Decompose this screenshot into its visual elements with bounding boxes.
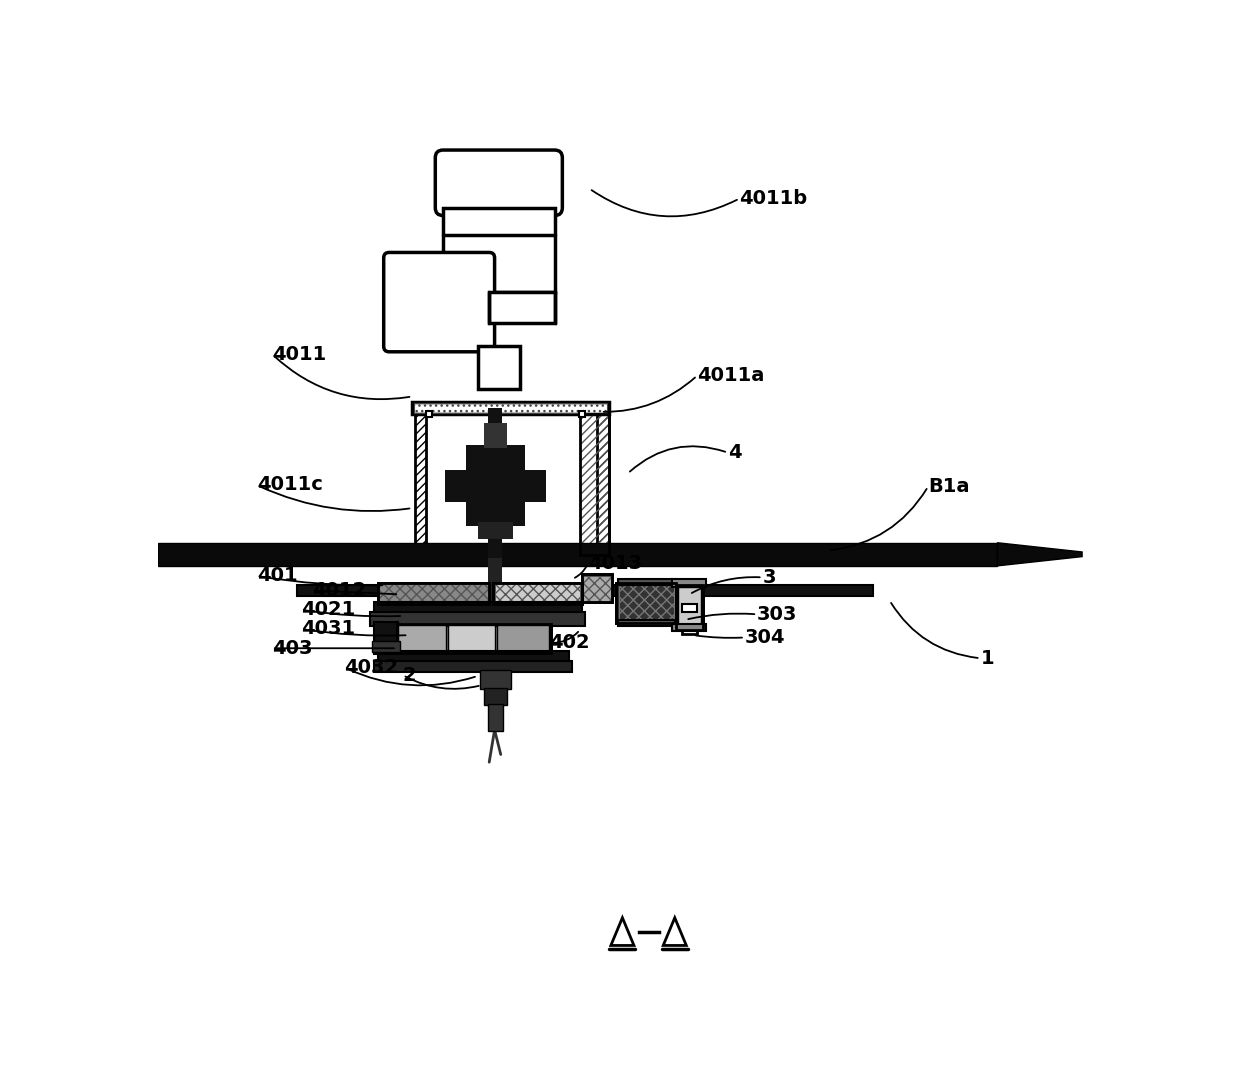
Bar <box>616 583 676 622</box>
Text: 3: 3 <box>763 568 776 586</box>
Bar <box>480 669 511 689</box>
Bar <box>580 414 609 555</box>
Bar <box>579 411 585 417</box>
Bar <box>484 423 507 448</box>
Bar <box>672 623 707 631</box>
Text: 4011: 4011 <box>272 344 326 364</box>
Text: 4011a: 4011a <box>697 366 765 385</box>
Bar <box>427 411 433 417</box>
Bar <box>490 292 554 324</box>
Bar <box>377 583 490 604</box>
Bar <box>159 543 997 566</box>
FancyBboxPatch shape <box>383 253 495 352</box>
Text: 4031: 4031 <box>301 619 356 639</box>
Text: 4011c: 4011c <box>257 475 322 495</box>
Text: 1: 1 <box>981 649 994 668</box>
Bar <box>296 585 379 596</box>
Bar <box>616 583 676 622</box>
Bar <box>672 579 707 586</box>
Bar <box>427 414 596 555</box>
Text: 403: 403 <box>272 639 312 657</box>
Text: 2: 2 <box>403 666 417 685</box>
Bar <box>448 626 495 652</box>
Text: 4: 4 <box>728 444 742 462</box>
Bar <box>495 584 580 603</box>
Bar <box>676 585 703 630</box>
Bar <box>489 408 502 558</box>
Bar <box>497 626 549 652</box>
Bar <box>372 641 399 652</box>
Bar <box>373 622 398 654</box>
Bar <box>682 604 697 613</box>
Bar <box>377 583 490 604</box>
Bar <box>619 584 675 621</box>
Text: 401: 401 <box>257 567 298 585</box>
Bar <box>466 445 525 525</box>
Bar <box>678 588 701 626</box>
Text: 402: 402 <box>549 633 590 652</box>
Polygon shape <box>997 543 1083 566</box>
Bar <box>676 585 703 630</box>
Bar <box>397 623 551 653</box>
Bar <box>489 550 502 727</box>
Bar <box>477 522 513 538</box>
Text: 4013: 4013 <box>588 554 642 573</box>
Bar <box>477 347 520 389</box>
Bar <box>618 620 675 626</box>
Bar <box>379 584 487 603</box>
Bar <box>582 574 613 602</box>
Bar <box>444 470 546 501</box>
Bar <box>580 414 609 555</box>
Text: 4021: 4021 <box>301 601 356 619</box>
Text: 303: 303 <box>758 605 797 623</box>
Bar <box>370 613 585 626</box>
Text: 4032: 4032 <box>345 658 398 677</box>
Bar <box>582 574 613 602</box>
Bar <box>398 626 446 652</box>
Bar <box>414 414 609 555</box>
Bar <box>487 704 503 731</box>
Bar <box>412 402 609 414</box>
Bar <box>373 602 582 615</box>
Bar <box>443 208 554 292</box>
Bar <box>583 576 611 601</box>
Bar <box>414 403 608 413</box>
Bar <box>682 580 697 633</box>
Text: 4011b: 4011b <box>739 189 807 208</box>
Text: B1a: B1a <box>928 477 970 496</box>
Bar <box>397 623 551 653</box>
Text: 304: 304 <box>745 628 785 647</box>
Bar <box>484 688 507 705</box>
FancyBboxPatch shape <box>435 150 563 216</box>
Bar <box>377 651 568 662</box>
Bar <box>618 579 675 585</box>
Bar <box>580 585 873 596</box>
Bar <box>373 661 573 673</box>
Bar <box>494 583 582 604</box>
Bar <box>494 583 582 604</box>
Text: 4012: 4012 <box>312 581 366 600</box>
